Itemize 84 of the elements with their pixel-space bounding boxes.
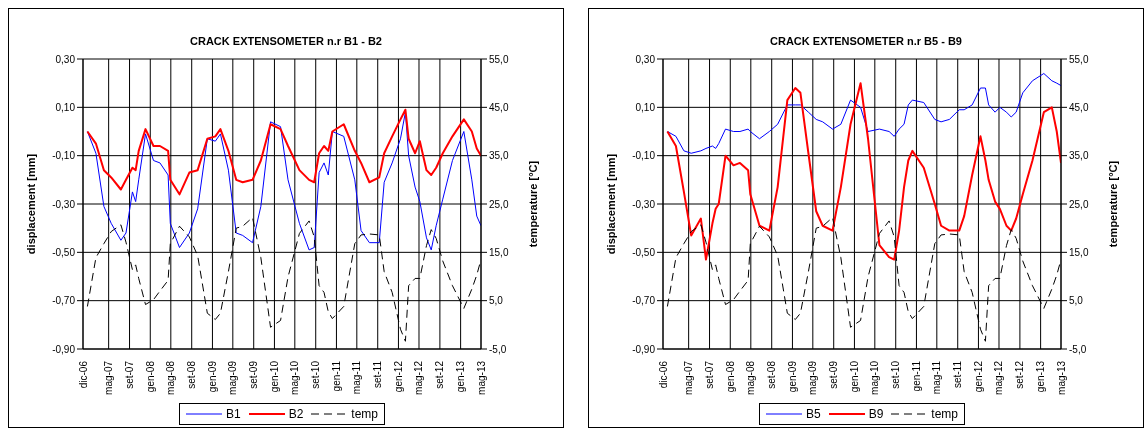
x-tick-label: gen-11 — [910, 360, 922, 392]
x-tick-label: gen-10 — [848, 360, 860, 393]
y-tick-label: -0,10 — [632, 150, 656, 162]
x-tick-label: dic-06 — [657, 360, 669, 389]
x-tick-label: dic-06 — [77, 360, 89, 389]
y-tick-label: -0,10 — [52, 150, 76, 162]
x-tick-label: mag-11 — [931, 360, 943, 395]
y-tick-label: -0,50 — [632, 246, 656, 258]
x-tick-label: mag-07 — [683, 360, 695, 395]
x-tick-label: set-09 — [828, 360, 840, 389]
x-tick-label: mag-08 — [745, 360, 757, 395]
x-tick-label: gen-09 — [786, 360, 798, 393]
y2-tick-label: 55,0 — [489, 53, 509, 65]
x-tick-label: mag-11 — [351, 360, 363, 395]
legend-label: temp — [931, 407, 959, 421]
y-tick-label: -0,70 — [52, 295, 76, 307]
x-tick-label: set-07 — [124, 360, 136, 389]
line-series — [666, 73, 1061, 154]
y2-tick-label: 25,0 — [489, 198, 509, 210]
x-tick-label: set-10 — [310, 360, 322, 389]
x-tick-label: set-12 — [434, 360, 446, 389]
y2-tick-label: 25,0 — [1069, 198, 1089, 210]
y2-tick-label: -5,0 — [489, 343, 507, 355]
y2-tick-label: 5,0 — [489, 295, 504, 307]
x-tick-label: mag-13 — [475, 360, 487, 395]
x-tick-label: set-09 — [248, 360, 260, 389]
y-tick-label: -0,30 — [632, 198, 656, 210]
x-tick-label: set-12 — [1014, 360, 1026, 389]
x-tick-label: gen-12 — [392, 360, 404, 393]
x-tick-label: gen-11 — [330, 360, 342, 392]
y2-axis-title: temperature [°C] — [1106, 160, 1119, 248]
y-axis-title: displacement [mm] — [24, 153, 37, 255]
x-tick-label: mag-10 — [289, 360, 301, 395]
y-tick-label: -0,70 — [632, 295, 656, 307]
y2-tick-label: -5,0 — [1069, 343, 1087, 355]
x-tick-label: mag-12 — [413, 360, 425, 395]
y2-axis-title: temperature [°C] — [526, 160, 539, 248]
x-tick-label: mag-07 — [103, 360, 115, 395]
x-tick-label: gen-13 — [455, 360, 467, 393]
y-tick-label: 0,10 — [55, 101, 76, 113]
y2-tick-label: 15,0 — [1069, 246, 1089, 258]
y2-tick-label: 15,0 — [489, 246, 509, 258]
x-tick-label: set-08 — [766, 360, 778, 389]
x-tick-label: mag-12 — [993, 360, 1005, 395]
y-axis-title: displacement [mm] — [604, 153, 617, 255]
line-series — [86, 111, 481, 251]
y-tick-label: -0,50 — [52, 246, 76, 258]
x-tick-label: gen-10 — [268, 360, 280, 393]
y-tick-label: -0,90 — [52, 343, 76, 355]
chart-title: CRACK EXTENSOMETER n.r B5 - B9 — [769, 35, 963, 49]
x-tick-label: gen-13 — [1035, 360, 1047, 393]
y2-tick-label: 45,0 — [1069, 101, 1089, 113]
x-tick-label: mag-13 — [1055, 360, 1067, 395]
x-tick-label: gen-12 — [972, 360, 984, 393]
line-series — [666, 82, 1061, 261]
y-tick-label: -0,30 — [52, 198, 76, 210]
y2-tick-label: 5,0 — [1069, 295, 1084, 307]
y2-tick-label: 45,0 — [489, 101, 509, 113]
x-tick-label: set-07 — [704, 360, 716, 389]
y2-tick-label: 35,0 — [1069, 150, 1089, 162]
y-tick-label: 0,10 — [635, 101, 656, 113]
x-tick-label: mag-08 — [165, 360, 177, 395]
x-tick-label: set-11 — [952, 360, 964, 389]
y-tick-label: 0,30 — [55, 53, 76, 65]
y-tick-label: -0,90 — [632, 343, 656, 355]
legend-label: temp — [351, 407, 379, 421]
chart-title: CRACK EXTENSOMETER n.r B1 - B2 — [189, 35, 383, 49]
y2-tick-label: 35,0 — [489, 150, 509, 162]
x-tick-label: gen-08 — [724, 360, 736, 393]
y2-tick-label: 55,0 — [1069, 53, 1089, 65]
x-tick-label: gen-08 — [144, 360, 156, 393]
x-tick-label: mag-09 — [807, 360, 819, 395]
x-tick-label: set-11 — [372, 360, 384, 389]
legend-label: B9 — [868, 407, 884, 421]
x-tick-label: gen-09 — [206, 360, 218, 393]
x-tick-label: mag-09 — [227, 360, 239, 395]
x-tick-label: set-10 — [890, 360, 902, 389]
x-tick-label: mag-10 — [869, 360, 881, 395]
legend-label: B2 — [288, 407, 304, 421]
x-tick-label: set-08 — [186, 360, 198, 389]
legend-label: B5 — [805, 407, 821, 421]
legend-label: B1 — [225, 407, 241, 421]
y-tick-label: 0,30 — [635, 53, 656, 65]
line-series — [86, 108, 481, 196]
